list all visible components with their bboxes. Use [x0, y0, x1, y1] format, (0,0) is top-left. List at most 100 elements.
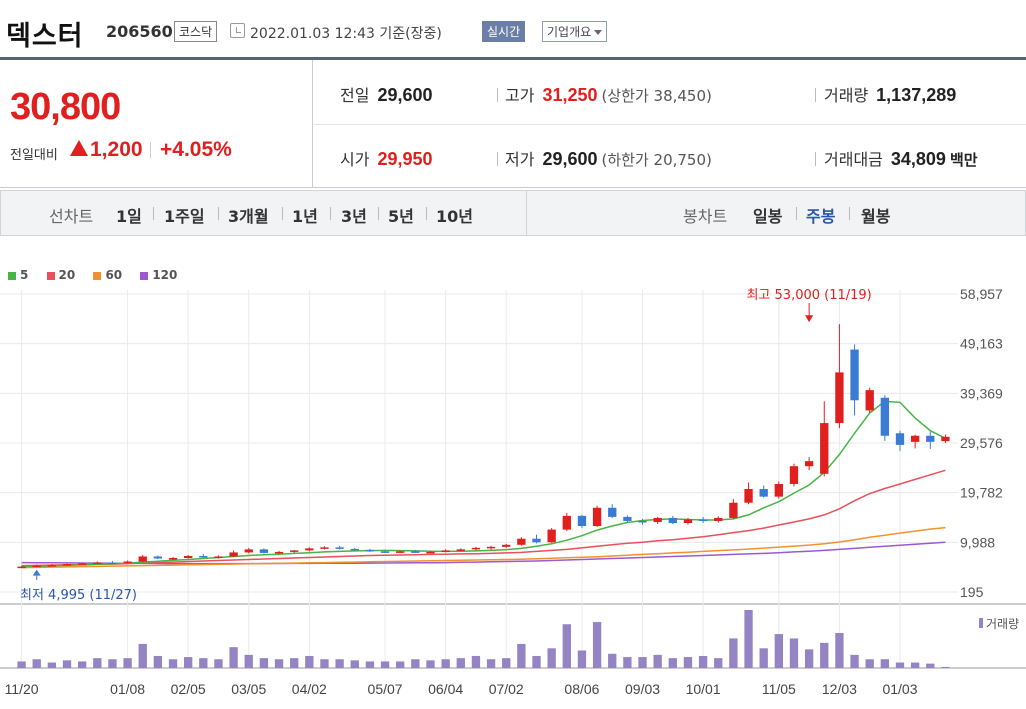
period-1week[interactable]: 1주일	[164, 207, 205, 226]
candle-body	[274, 551, 284, 554]
lower-limit: (하한가 20,750)	[601, 151, 712, 169]
down-arrow-icon	[805, 315, 814, 323]
candle-body	[184, 555, 193, 558]
candle-body	[335, 547, 344, 549]
divider	[282, 207, 283, 220]
candle-body	[471, 547, 481, 550]
volume-bar	[214, 659, 223, 668]
amount-label: 거래대금	[824, 150, 883, 169]
volume-bar	[229, 647, 238, 668]
volume-bar	[941, 666, 950, 668]
period-3month[interactable]: 3개월	[228, 207, 269, 226]
divider	[314, 124, 1026, 125]
volume-bar	[199, 658, 208, 668]
amount-value: 34,809	[890, 149, 946, 169]
candle-body	[350, 548, 359, 551]
ma-line-ma60	[21, 526, 946, 569]
volume-bar	[865, 659, 874, 668]
x-tick-label: 10/01	[686, 681, 721, 697]
max-price-annotation: 최고 53,000 (11/19)	[746, 288, 871, 303]
company-info-dropdown[interactable]: 기업개요	[542, 21, 608, 42]
candle-body	[941, 436, 950, 442]
high-label: 고가	[505, 86, 535, 105]
volume-bar	[729, 638, 738, 668]
candle-body	[396, 551, 405, 553]
line-chart-label: 선차트	[49, 207, 94, 226]
candle-body	[199, 555, 208, 558]
x-tick-label: 01/08	[110, 681, 145, 697]
divider	[497, 88, 498, 102]
candle-weekly[interactable]: 주봉	[806, 207, 836, 226]
candle-monthly[interactable]: 월봉	[861, 207, 891, 226]
candle-body	[577, 515, 587, 527]
candle-daily[interactable]: 일봉	[753, 207, 783, 226]
change-rate: +4.05%	[160, 138, 232, 161]
volume-bar	[895, 662, 905, 668]
volume-bar	[880, 659, 890, 668]
divider	[497, 152, 498, 166]
volume-bar	[850, 654, 859, 668]
divider	[150, 142, 151, 158]
volume-bar	[244, 654, 253, 668]
candle-body	[365, 549, 375, 552]
divider	[849, 207, 850, 220]
candle-chart-label: 봉차트	[683, 207, 728, 226]
volume-bar	[608, 653, 617, 668]
volume-bar	[411, 659, 420, 668]
volume-bar	[62, 660, 72, 668]
period-1year[interactable]: 1년	[292, 207, 318, 226]
candle-body	[456, 549, 465, 551]
volume-bar	[759, 648, 768, 668]
volume-bar	[365, 661, 375, 668]
candle-body	[62, 564, 72, 566]
volume-bar	[274, 659, 284, 668]
candle-body	[138, 556, 147, 562]
chevron-down-icon	[594, 30, 603, 35]
volume-bar	[577, 650, 587, 668]
candle-body	[244, 549, 253, 553]
volume-bar	[168, 659, 178, 668]
prev-close: 전일 29,600	[340, 82, 433, 106]
quote-panel: 30,800 전일대비 1,200 +4.05% 전일 29,600 고가 31,2…	[0, 60, 1026, 188]
candle-body	[789, 466, 799, 484]
y-tick-label: 19,782	[960, 485, 1003, 501]
divider	[330, 207, 331, 220]
ma-line-ma20	[21, 469, 946, 567]
volume-bar	[335, 659, 344, 668]
period-3year[interactable]: 3년	[341, 207, 367, 226]
volume-bar	[153, 655, 163, 668]
high-value: 31,250	[542, 85, 598, 105]
x-tick-label: 11/05	[762, 681, 796, 697]
market-badge: 코스닥	[174, 21, 218, 42]
x-tick-label: 12/03	[822, 681, 857, 697]
candle-body	[759, 489, 768, 497]
period-10year[interactable]: 10년	[436, 207, 473, 226]
candle-body	[774, 483, 783, 497]
prev-close-value: 29,600	[377, 85, 433, 105]
y-tick-label: 39,369	[960, 385, 1003, 401]
volume-bar	[108, 659, 117, 668]
candle-body	[683, 519, 693, 524]
period-1day[interactable]: 1일	[116, 207, 142, 226]
period-5year[interactable]: 5년	[388, 207, 414, 226]
quote-datetime: 2022.01.03 12:43 기준(장중)	[250, 26, 442, 42]
open-value: 29,950	[377, 149, 433, 169]
candle-body	[517, 538, 526, 545]
x-tick-label: 03/05	[231, 681, 266, 697]
candle-body	[214, 556, 223, 558]
volume-bar	[93, 658, 102, 668]
x-tick-label: 08/06	[564, 681, 599, 697]
company-info-label: 기업개요	[547, 25, 592, 39]
volume-bar	[290, 658, 299, 668]
candle-body	[820, 423, 829, 474]
compare-label: 전일대비	[10, 148, 58, 163]
candle-body	[123, 561, 132, 564]
volume-bar	[350, 660, 359, 668]
candle-body	[290, 550, 299, 552]
candle-body	[608, 507, 617, 517]
legend-ma120: 120	[152, 268, 178, 282]
candle-body	[32, 565, 41, 568]
price-change: 1,200	[90, 138, 143, 161]
realtime-button[interactable]: 실시간	[482, 21, 526, 42]
